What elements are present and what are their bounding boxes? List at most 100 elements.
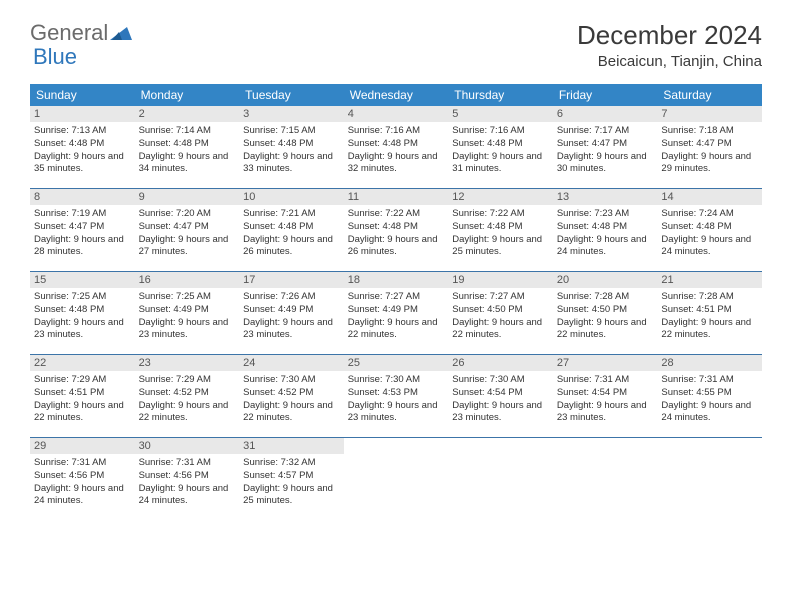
day-cell: 19Sunrise: 7:27 AMSunset: 4:50 PMDayligh… xyxy=(448,272,553,354)
day-cell: 27Sunrise: 7:31 AMSunset: 4:54 PMDayligh… xyxy=(553,355,658,437)
day-cell: 5Sunrise: 7:16 AMSunset: 4:48 PMDaylight… xyxy=(448,106,553,188)
day-cell: 8Sunrise: 7:19 AMSunset: 4:47 PMDaylight… xyxy=(30,189,135,271)
day-cell: 1 Sunrise: 7:13 AMSunset: 4:48 PMDaylight… xyxy=(30,106,135,188)
week-row: 29Sunrise: 7:31 AMSunset: 4:56 PMDayligh… xyxy=(30,438,762,520)
day-cell: 22Sunrise: 7:29 AMSunset: 4:51 PMDayligh… xyxy=(30,355,135,437)
day-number: 11 xyxy=(344,189,449,205)
day-number: 4 xyxy=(344,106,449,122)
day-cell: 14Sunrise: 7:24 AMSunset: 4:48 PMDayligh… xyxy=(657,189,762,271)
day-cell: 3Sunrise: 7:15 AMSunset: 4:48 PMDaylight… xyxy=(239,106,344,188)
sunrise-line: Sunrise: 7:24 AM xyxy=(661,208,758,221)
sunrise-line: Sunrise: 7:25 AM xyxy=(139,291,236,304)
sunrise-line: Sunrise: 7:29 AM xyxy=(139,374,236,387)
day-number: 21 xyxy=(657,272,762,288)
day-cell: 20 Sunrise: 7:28 AMSunset: 4:50 PMDayligh… xyxy=(553,272,658,354)
day-number: 6 xyxy=(553,106,658,122)
sunset-line: Sunset: 4:50 PM xyxy=(452,304,549,317)
daylight-line: Daylight: 9 hours and 31 minutes. xyxy=(452,151,549,177)
sunrise-line: Sunrise: 7:21 AM xyxy=(243,208,340,221)
sunset-line: Sunset: 4:47 PM xyxy=(34,221,131,234)
day-cell: 2Sunrise: 7:14 AMSunset: 4:48 PMDaylight… xyxy=(135,106,240,188)
day-cell: 26Sunrise: 7:30 AMSunset: 4:54 PMDayligh… xyxy=(448,355,553,437)
daylight-line: Daylight: 9 hours and 24 minutes. xyxy=(34,483,131,509)
header: General December 2024 Beicaicun, Tianjin… xyxy=(30,20,762,70)
sunrise-line: Sunrise: 7:15 AM xyxy=(243,125,340,138)
daylight-line: Daylight: 9 hours and 33 minutes. xyxy=(243,151,340,177)
sunset-line: Sunset: 4:51 PM xyxy=(34,387,131,400)
sunset-line: Sunset: 4:50 PM xyxy=(557,304,654,317)
weekday-row: SundayMondayTuesdayWednesdayThursdayFrid… xyxy=(30,84,762,106)
sunset-line: Sunset: 4:48 PM xyxy=(348,221,445,234)
sunrise-line: Sunrise: 7:18 AM xyxy=(661,125,758,138)
daylight-line: Daylight: 9 hours and 23 minutes. xyxy=(348,400,445,426)
sunset-line: Sunset: 4:47 PM xyxy=(661,138,758,151)
day-cell: 25Sunrise: 7:30 AMSunset: 4:53 PMDayligh… xyxy=(344,355,449,437)
sunrise-line: Sunrise: 7:31 AM xyxy=(139,457,236,470)
day-cell: 10Sunrise: 7:21 AMSunset: 4:48 PMDayligh… xyxy=(239,189,344,271)
daylight-line: Daylight: 9 hours and 25 minutes. xyxy=(243,483,340,509)
daylight-line: Daylight: 9 hours and 27 minutes. xyxy=(139,234,236,260)
daylight-line: Daylight: 9 hours and 24 minutes. xyxy=(139,483,236,509)
sunset-line: Sunset: 4:48 PM xyxy=(243,138,340,151)
day-cell: 28Sunrise: 7:31 AMSunset: 4:55 PMDayligh… xyxy=(657,355,762,437)
sunset-line: Sunset: 4:47 PM xyxy=(139,221,236,234)
sunrise-line: Sunrise: 7:27 AM xyxy=(348,291,445,304)
day-number: 26 xyxy=(448,355,553,371)
day-cell: 17Sunrise: 7:26 AMSunset: 4:49 PMDayligh… xyxy=(239,272,344,354)
sunset-line: Sunset: 4:56 PM xyxy=(139,470,236,483)
week-row: 15Sunrise: 7:25 AMSunset: 4:48 PMDayligh… xyxy=(30,272,762,355)
day-cell: 16Sunrise: 7:25 AMSunset: 4:49 PMDayligh… xyxy=(135,272,240,354)
day-cell: 9Sunrise: 7:20 AMSunset: 4:47 PMDaylight… xyxy=(135,189,240,271)
day-number: 5 xyxy=(448,106,553,122)
logo-line2: Blue xyxy=(33,44,77,70)
day-number: 22 xyxy=(30,355,135,371)
sunset-line: Sunset: 4:48 PM xyxy=(34,138,131,151)
day-cell: 29Sunrise: 7:31 AMSunset: 4:56 PMDayligh… xyxy=(30,438,135,520)
sunrise-line: Sunrise: 7:22 AM xyxy=(348,208,445,221)
sunrise-line: Sunrise: 7:16 AM xyxy=(452,125,549,138)
day-number: 1 xyxy=(30,106,135,122)
sunrise-line: Sunrise: 7:23 AM xyxy=(557,208,654,221)
daylight-line: Daylight: 9 hours and 34 minutes. xyxy=(139,151,236,177)
day-number: 10 xyxy=(239,189,344,205)
logo-triangle-icon xyxy=(110,20,132,46)
daylight-line: Daylight: 9 hours and 22 minutes. xyxy=(243,400,340,426)
day-cell: 11Sunrise: 7:22 AMSunset: 4:48 PMDayligh… xyxy=(344,189,449,271)
location: Beicaicun, Tianjin, China xyxy=(577,53,762,70)
daylight-line: Daylight: 9 hours and 24 minutes. xyxy=(557,234,654,260)
day-cell: 31Sunrise: 7:32 AMSunset: 4:57 PMDayligh… xyxy=(239,438,344,520)
day-number: 25 xyxy=(344,355,449,371)
sunrise-line: Sunrise: 7:30 AM xyxy=(243,374,340,387)
sunset-line: Sunset: 4:54 PM xyxy=(557,387,654,400)
daylight-line: Daylight: 9 hours and 22 minutes. xyxy=(34,400,131,426)
day-number: 8 xyxy=(30,189,135,205)
day-cell: 24Sunrise: 7:30 AMSunset: 4:52 PMDayligh… xyxy=(239,355,344,437)
day-number: 7 xyxy=(657,106,762,122)
daylight-line: Daylight: 9 hours and 35 minutes. xyxy=(34,151,131,177)
day-number: 20 xyxy=(553,272,658,288)
sunset-line: Sunset: 4:48 PM xyxy=(139,138,236,151)
day-cell: 21Sunrise: 7:28 AMSunset: 4:51 PMDayligh… xyxy=(657,272,762,354)
day-number: 13 xyxy=(553,189,658,205)
sunset-line: Sunset: 4:49 PM xyxy=(139,304,236,317)
sunrise-line: Sunrise: 7:26 AM xyxy=(243,291,340,304)
week-row: 8Sunrise: 7:19 AMSunset: 4:47 PMDaylight… xyxy=(30,189,762,272)
week-row: 22Sunrise: 7:29 AMSunset: 4:51 PMDayligh… xyxy=(30,355,762,438)
day-cell: 18Sunrise: 7:27 AMSunset: 4:49 PMDayligh… xyxy=(344,272,449,354)
sunrise-line: Sunrise: 7:22 AM xyxy=(452,208,549,221)
daylight-line: Daylight: 9 hours and 32 minutes. xyxy=(348,151,445,177)
sunrise-line: Sunrise: 7:30 AM xyxy=(452,374,549,387)
sunset-line: Sunset: 4:48 PM xyxy=(348,138,445,151)
daylight-line: Daylight: 9 hours and 23 minutes. xyxy=(452,400,549,426)
sunrise-line: Sunrise: 7:28 AM xyxy=(661,291,758,304)
daylight-line: Daylight: 9 hours and 22 minutes. xyxy=(557,317,654,343)
sunrise-line: Sunrise: 7:28 AM xyxy=(557,291,654,304)
week-row: 1Sunrise: 7:13 AMSunset: 4:48 PMDaylight… xyxy=(30,106,762,189)
sunset-line: Sunset: 4:48 PM xyxy=(557,221,654,234)
daylight-line: Daylight: 9 hours and 22 minutes. xyxy=(348,317,445,343)
sunrise-line: Sunrise: 7:13 AM xyxy=(34,125,131,138)
sunrise-line: Sunrise: 7:27 AM xyxy=(452,291,549,304)
sunrise-line: Sunrise: 7:32 AM xyxy=(243,457,340,470)
month-title: December 2024 xyxy=(577,20,762,51)
sunrise-line: Sunrise: 7:14 AM xyxy=(139,125,236,138)
